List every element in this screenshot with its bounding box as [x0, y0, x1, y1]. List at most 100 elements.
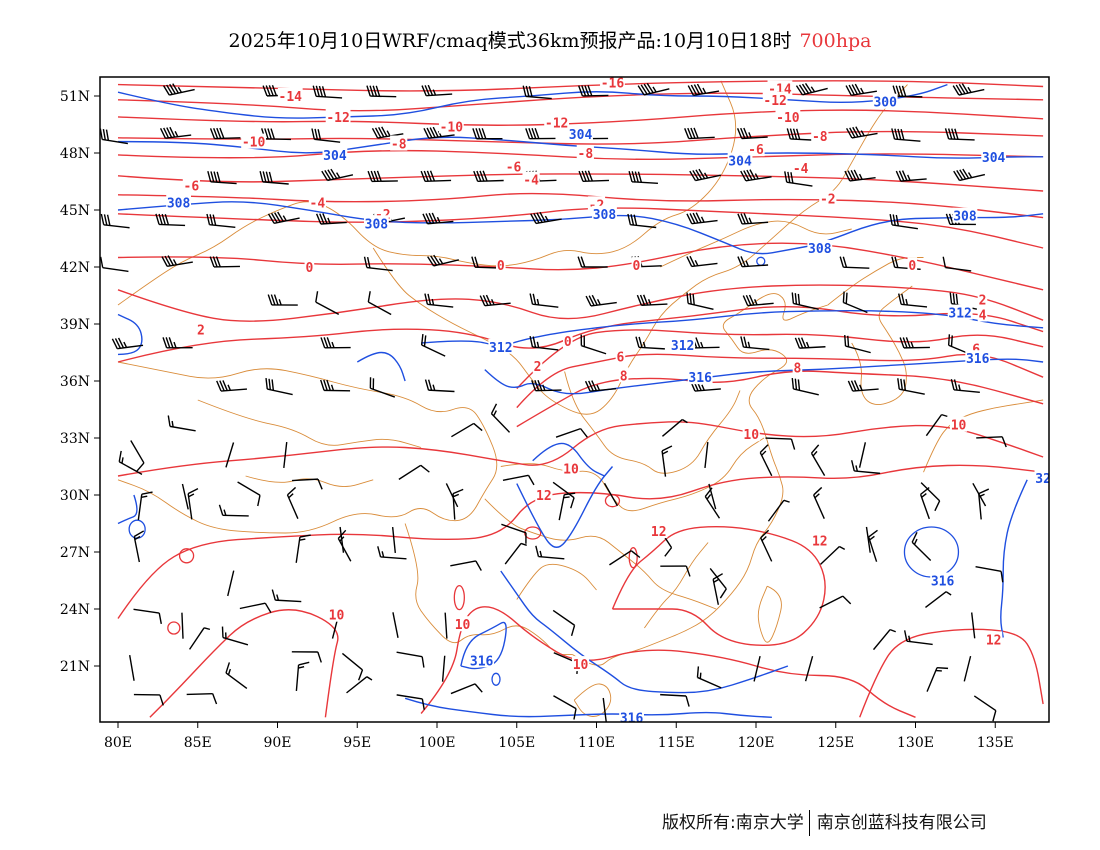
- temperature-label: 10: [743, 428, 759, 443]
- wind-barb: [137, 491, 153, 521]
- wind-barb: [708, 483, 717, 510]
- lon-tick-label: 100E: [419, 735, 456, 751]
- height-label: 304: [982, 151, 1006, 166]
- temperature-contour: [611, 525, 826, 647]
- temperature-contour: [149, 609, 339, 718]
- wind-barb: [291, 651, 322, 663]
- temperature-label: 12: [812, 535, 828, 550]
- temperature-closed-contour: [628, 547, 638, 569]
- wind-barb: [320, 379, 351, 392]
- temperature-label: 6: [617, 350, 625, 365]
- contour-label-bg: [762, 91, 788, 107]
- wind-barb: [953, 168, 986, 182]
- temperature-contour: [117, 284, 1044, 322]
- contour-label-bg: [811, 532, 829, 548]
- wind-barb: [628, 170, 659, 185]
- wind-barb: [424, 379, 455, 393]
- wind-barb: [872, 628, 896, 651]
- wind-barb: [759, 444, 773, 477]
- lat-tick-label: 39N: [60, 317, 90, 333]
- contour-label-bg: [592, 205, 617, 221]
- contour-label-bg: [241, 133, 266, 149]
- contour-label-bg: [807, 240, 833, 255]
- wind-barb: [237, 481, 261, 507]
- wind-barb: [740, 336, 770, 351]
- contour-label-bg: [322, 146, 348, 162]
- copyright-owner: 版权所有:南京大学: [662, 813, 804, 833]
- wind-barb: [737, 213, 769, 225]
- height-label: 32: [1035, 472, 1051, 487]
- wind-barb: [118, 450, 143, 475]
- wind-barb: [420, 334, 446, 357]
- wind-barb: [552, 481, 575, 509]
- wind-barb: [736, 127, 768, 140]
- temperature-label: -10: [242, 136, 266, 151]
- contour-label-bg: [977, 291, 988, 307]
- temperature-label: -12: [763, 94, 786, 109]
- height-contour: [1000, 479, 1028, 638]
- height-label: 316: [688, 371, 712, 386]
- wind-barb: [206, 213, 236, 229]
- wind-barb: [531, 379, 562, 392]
- contour-label-bg: [615, 348, 626, 364]
- boundary-line: [757, 585, 782, 643]
- temperature-contour: [117, 207, 1044, 249]
- wind-barb: [133, 530, 145, 563]
- wind-barb: [704, 487, 721, 519]
- contour-label-bg: [742, 426, 760, 442]
- boundary-line: [573, 683, 612, 717]
- height-label: 304: [323, 149, 347, 164]
- contour-label-bg: [819, 190, 837, 206]
- wind-barb: [637, 83, 670, 96]
- wind-barb: [794, 337, 826, 349]
- contour-label-bg: [522, 171, 540, 187]
- wind-barb: [441, 655, 446, 682]
- wind-barb: [709, 567, 727, 599]
- height-label: 316: [931, 575, 955, 590]
- wind-barb: [845, 126, 878, 139]
- wind-barb: [553, 695, 577, 720]
- wind-barb: [271, 589, 302, 603]
- contour-label-bg: [562, 460, 580, 476]
- contour-label-bg: [965, 350, 991, 366]
- height-contour: [516, 466, 614, 548]
- height-contour: [404, 697, 772, 718]
- contour-label-bg: [277, 88, 303, 103]
- height-contour: [484, 358, 1044, 395]
- wind-barb: [903, 630, 933, 646]
- temperature-closed-contour: [178, 548, 195, 564]
- wind-barb: [525, 127, 556, 140]
- contour-label-bg: [544, 114, 570, 130]
- wind-barb: [501, 523, 527, 544]
- height-label: 308: [953, 210, 977, 225]
- boundary-line: [923, 399, 1044, 473]
- wind-barb: [422, 212, 454, 225]
- height-label: 308: [167, 196, 191, 211]
- temperature-label: -10: [776, 111, 800, 126]
- wind-barb: [786, 128, 817, 141]
- temperature-label: -8: [578, 147, 594, 162]
- contour-label-bg: [327, 606, 346, 622]
- contour-label-bg: [304, 259, 315, 274]
- temperature-label: 12: [536, 489, 552, 504]
- pressure-level-label: 700hpa: [799, 30, 872, 52]
- temperature-label: 10: [563, 462, 579, 477]
- wind-barb: [341, 652, 364, 681]
- temperature-label: -8: [812, 130, 828, 145]
- wind-barb: [867, 529, 878, 562]
- boundary-line: [117, 361, 498, 534]
- wind-barb: [580, 334, 607, 355]
- boundary-line: [851, 285, 913, 405]
- contour-label-bg: [600, 77, 625, 90]
- wind-barb: [133, 608, 162, 624]
- contour-label-bg: [496, 257, 506, 273]
- footer-divider: [808, 810, 810, 836]
- wind-barb: [295, 661, 310, 691]
- wind-barb: [891, 128, 921, 142]
- lon-tick-label: 80E: [104, 735, 132, 751]
- wind-barb: [162, 83, 195, 96]
- wind-barb: [396, 694, 425, 710]
- wind-barb: [687, 83, 720, 96]
- temperature-label: -2: [820, 193, 836, 208]
- wind-barb: [661, 418, 688, 437]
